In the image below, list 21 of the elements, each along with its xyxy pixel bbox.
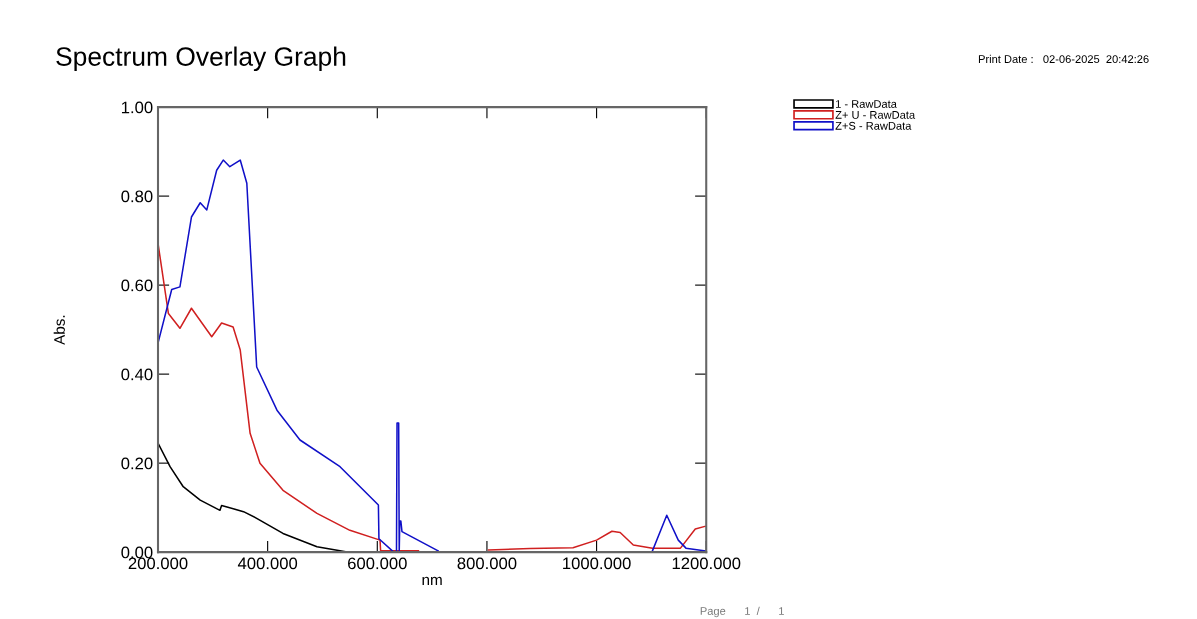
text: Page 1 / 1 bbox=[700, 606, 784, 618]
text: Print Date : 02-06-2025 20:42:26 bbox=[978, 54, 1149, 64]
x-tick-label: 600.000 bbox=[348, 557, 407, 570]
y-tick-label: 0.40 bbox=[121, 368, 153, 381]
x-tick-label: 1200.000 bbox=[672, 557, 741, 570]
x-tick-label: 800.000 bbox=[457, 557, 517, 570]
legend-label: Z+ U - RawData bbox=[835, 111, 916, 119]
chart-title: Spectrum Overlay Graph bbox=[56, 46, 346, 72]
y-axis-title: Abs. bbox=[53, 315, 65, 345]
y-tick-label: 0.20 bbox=[121, 457, 153, 470]
line-series bbox=[158, 442, 346, 553]
legend-label: 1 - RawData bbox=[835, 100, 897, 108]
y-tick-label: 1.00 bbox=[121, 101, 153, 114]
x-tick-label: 1000.000 bbox=[563, 557, 631, 570]
y-tick-label: 0.60 bbox=[121, 279, 153, 292]
y-tick-label: 0.00 bbox=[121, 546, 153, 559]
x-tick-label: 200.000 bbox=[128, 557, 188, 570]
x-tick-label: 400.000 bbox=[237, 557, 298, 570]
y-tick-label: 0.80 bbox=[121, 190, 153, 203]
legend-label: Z+S - RawData bbox=[835, 121, 912, 130]
x-axis-title: nm bbox=[422, 576, 442, 586]
